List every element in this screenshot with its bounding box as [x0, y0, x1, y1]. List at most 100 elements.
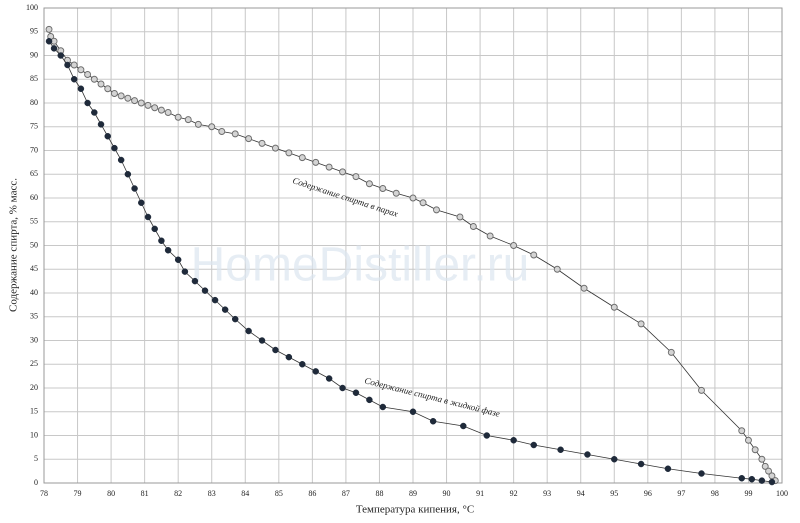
y-tick-label: 60 — [30, 193, 38, 202]
data-point — [64, 61, 71, 69]
y-tick-label: 55 — [30, 217, 38, 226]
data-point — [483, 432, 491, 439]
y-axis-title: Содержание спирта, % масс. — [8, 178, 20, 312]
x-tick-label: 100 — [776, 489, 788, 498]
data-point — [299, 361, 306, 368]
data-point — [510, 437, 517, 444]
data-point — [667, 348, 675, 356]
y-tick-label: 35 — [30, 312, 38, 321]
data-point — [218, 128, 226, 135]
data-point — [138, 199, 145, 206]
data-point — [460, 422, 467, 430]
data-point — [580, 284, 588, 292]
x-tick-label: 90 — [443, 489, 451, 498]
data-point — [325, 163, 333, 171]
x-tick-label: 97 — [677, 489, 685, 498]
data-point — [325, 375, 333, 382]
data-point — [221, 306, 229, 313]
data-point — [144, 101, 152, 109]
data-point — [110, 90, 118, 97]
x-tick-label: 99 — [744, 489, 752, 498]
x-tick-label: 96 — [644, 489, 652, 498]
data-point — [45, 25, 53, 33]
data-point — [738, 475, 745, 482]
data-point — [429, 418, 437, 425]
data-point — [664, 465, 672, 472]
data-point — [45, 38, 53, 45]
y-tick-label: 25 — [30, 359, 38, 368]
data-point — [486, 232, 494, 240]
data-point — [379, 185, 387, 192]
data-point — [111, 144, 118, 152]
y-tick-label: 95 — [30, 27, 38, 36]
data-point — [745, 436, 752, 444]
data-point — [392, 189, 400, 197]
y-tick-label: 30 — [30, 335, 38, 344]
data-point — [84, 99, 91, 107]
data-point — [137, 99, 145, 107]
data-point — [191, 277, 199, 285]
x-tick-label: 87 — [342, 489, 350, 498]
data-point — [738, 427, 746, 435]
data-point — [419, 199, 427, 207]
x-tick-label: 98 — [711, 489, 719, 498]
data-point — [637, 460, 645, 468]
data-point — [70, 76, 78, 83]
data-point — [117, 92, 125, 100]
data-point — [469, 223, 477, 230]
data-point — [124, 94, 132, 102]
data-point — [104, 133, 111, 140]
data-point — [698, 470, 705, 477]
data-point — [124, 171, 132, 178]
x-axis-title: Температура кипения, °С — [356, 504, 474, 516]
data-point — [610, 303, 618, 311]
data-point — [557, 446, 564, 453]
data-point — [174, 256, 182, 263]
data-point — [637, 320, 645, 328]
data-point — [90, 75, 98, 83]
data-point — [312, 158, 320, 166]
data-point — [77, 85, 85, 92]
y-tick-label: 50 — [30, 240, 38, 249]
x-tick-label: 78 — [40, 489, 48, 498]
data-point — [231, 315, 239, 323]
data-point — [97, 80, 105, 88]
data-point — [366, 396, 373, 404]
data-point — [117, 156, 125, 164]
x-tick-label: 95 — [610, 489, 618, 498]
y-tick-label: 5 — [34, 454, 38, 463]
data-point — [751, 446, 759, 454]
data-point — [231, 130, 239, 138]
data-point — [131, 97, 139, 105]
data-point — [698, 386, 705, 394]
data-point — [285, 353, 293, 361]
y-tick-label: 15 — [30, 407, 38, 416]
data-point — [409, 408, 417, 415]
data-point — [433, 206, 440, 214]
x-tick-label: 92 — [510, 489, 518, 498]
x-tick-label: 83 — [208, 489, 216, 498]
y-tick-label: 70 — [30, 145, 38, 154]
data-point — [201, 287, 209, 294]
data-point — [151, 104, 159, 112]
y-tick-label: 80 — [30, 98, 38, 107]
y-tick-label: 75 — [30, 122, 38, 131]
data-point — [611, 456, 618, 463]
y-tick-label: 40 — [30, 288, 38, 297]
data-point — [584, 451, 591, 458]
data-point — [184, 116, 192, 124]
data-point — [339, 168, 347, 176]
grid — [43, 7, 783, 484]
x-tick-label: 80 — [107, 489, 115, 498]
data-point — [91, 109, 98, 116]
data-point — [174, 113, 182, 121]
data-point — [312, 368, 319, 375]
plot-frame — [43, 7, 783, 484]
y-tick-label: 20 — [30, 383, 38, 392]
data-point — [352, 389, 360, 396]
data-point — [761, 462, 769, 470]
data-point — [181, 268, 189, 275]
watermark: HomeDistiller.ru — [191, 239, 530, 292]
x-tick-label: 86 — [308, 489, 316, 498]
